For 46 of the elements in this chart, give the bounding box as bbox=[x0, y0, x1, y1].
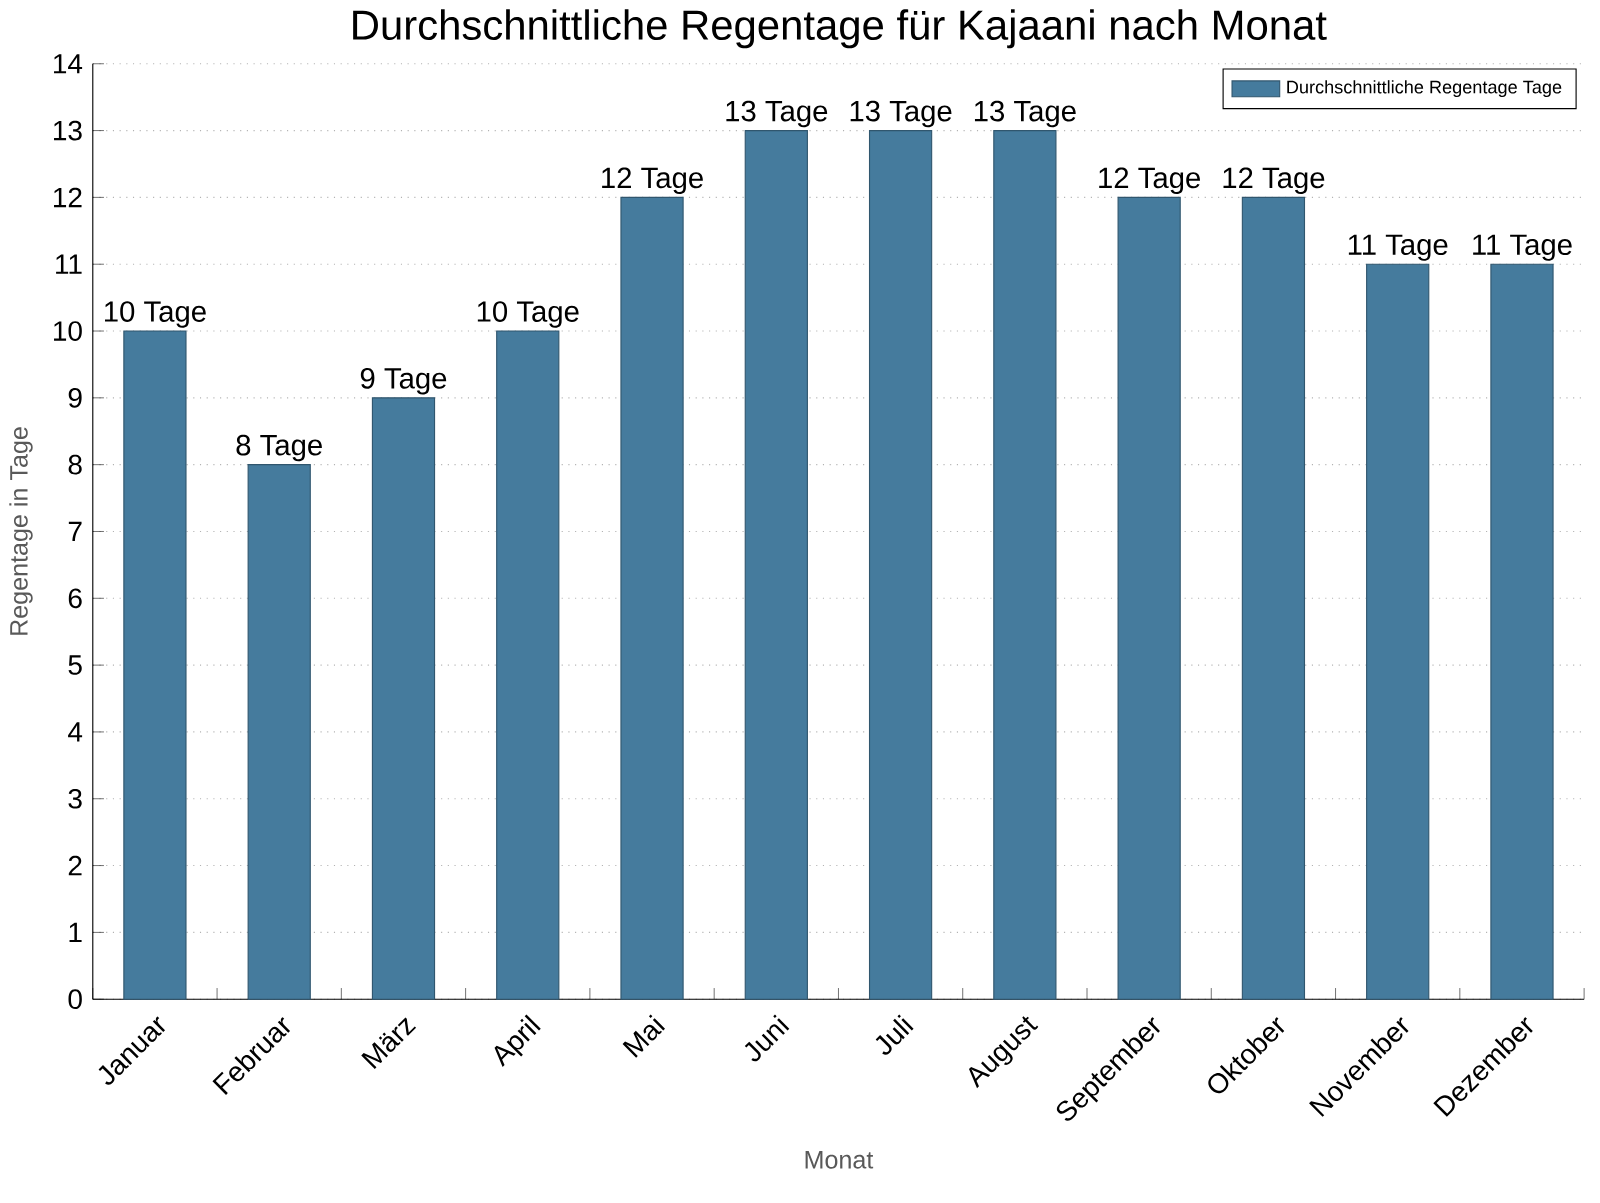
y-tick-label: 14 bbox=[54, 54, 83, 74]
bar bbox=[744, 130, 808, 1001]
bar bbox=[496, 330, 560, 1001]
data-label: 10 Tage bbox=[477, 301, 579, 328]
data-label: 13 Tage bbox=[726, 100, 828, 128]
chart-title: Durchschnittliche Regentage für Kajaani nach Monat bbox=[353, 9, 1327, 49]
y-tick-label: 0 bbox=[68, 989, 82, 1010]
bar bbox=[123, 330, 187, 1001]
bar bbox=[371, 397, 436, 1001]
y-tick-label: 2 bbox=[68, 856, 82, 876]
bar bbox=[1490, 263, 1554, 1001]
data-label: 9 Tage bbox=[360, 368, 447, 395]
y-tick-label: 7 bbox=[68, 522, 82, 542]
y-tick-label: 6 bbox=[68, 588, 82, 609]
x-axis-title: Monat bbox=[805, 1151, 874, 1169]
bar bbox=[1366, 263, 1430, 1001]
y-tick-label: 11 bbox=[56, 254, 82, 275]
data-label: 13 Tage bbox=[850, 100, 952, 128]
data-label: 12 Tage bbox=[1223, 167, 1325, 195]
data-label: 10 Tage bbox=[105, 301, 206, 328]
y-tick-label: 4 bbox=[68, 722, 83, 742]
y-tick-label: 12 bbox=[54, 187, 82, 208]
bar bbox=[247, 464, 311, 1001]
bar bbox=[1241, 197, 1306, 1001]
bar bbox=[868, 130, 933, 1001]
y-tick-label: 8 bbox=[68, 455, 82, 475]
data-label: 13 Tage bbox=[974, 100, 1076, 128]
data-label: 12 Tage bbox=[602, 167, 703, 195]
legend-label: Durchschnittliche Regentage Tage bbox=[1287, 80, 1562, 98]
y-tick-label: 9 bbox=[68, 388, 82, 408]
y-tick-label: 5 bbox=[68, 655, 82, 676]
y-tick-label: 13 bbox=[54, 120, 82, 141]
y-tick-label: 3 bbox=[68, 789, 82, 809]
y-tick-label: 10 bbox=[54, 321, 82, 342]
bar bbox=[1117, 197, 1181, 1001]
y-tick-label: 1 bbox=[69, 923, 82, 943]
x-tick-label: Mai bbox=[622, 1014, 666, 1058]
data-label: 11 Tage bbox=[1348, 234, 1448, 262]
bar bbox=[620, 197, 684, 1001]
data-label: 12 Tage bbox=[1099, 167, 1200, 195]
bar bbox=[993, 130, 1057, 1001]
data-label: 8 Tage bbox=[236, 435, 322, 462]
data-label: 11 Tage bbox=[1473, 234, 1572, 262]
x-tick-label: Juni bbox=[744, 1014, 790, 1062]
y-axis-title: Regentage in Tage bbox=[9, 427, 33, 636]
x-tick-label: Juli bbox=[875, 1014, 914, 1055]
